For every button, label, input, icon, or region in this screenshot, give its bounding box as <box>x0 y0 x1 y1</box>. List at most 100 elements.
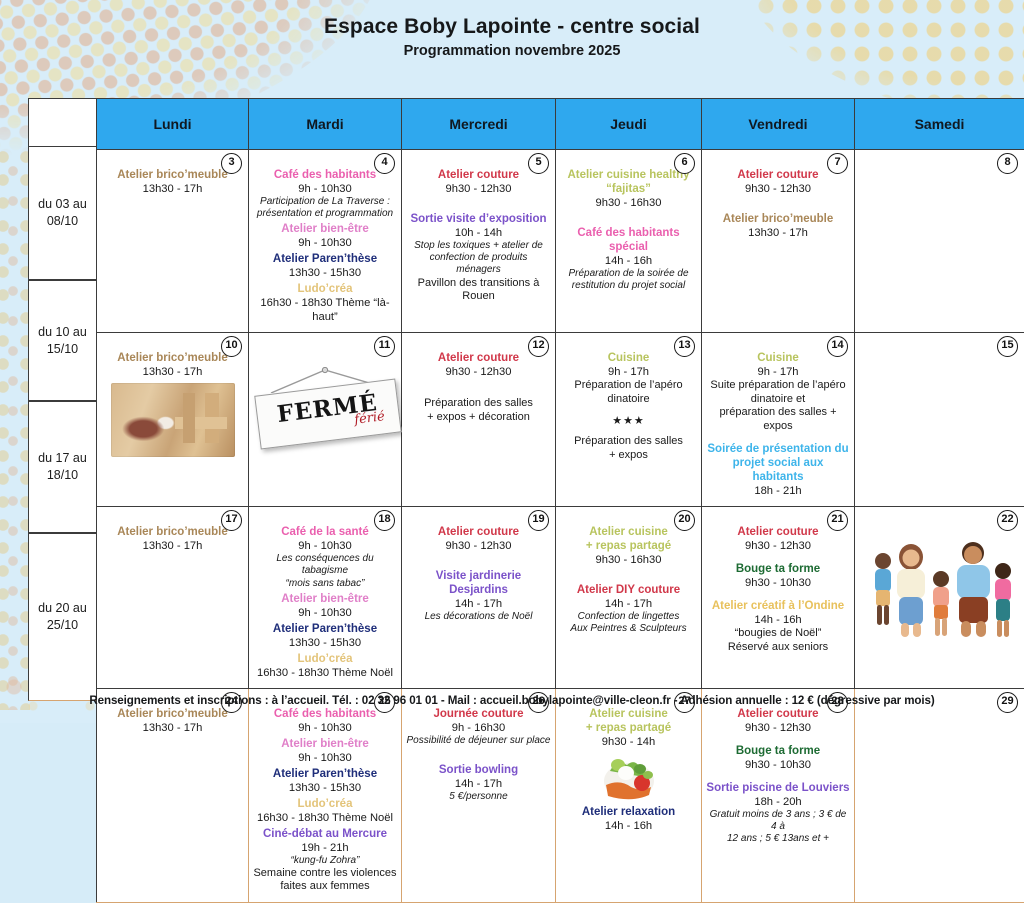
calendar-day-cell-15[interactable]: 15 <box>855 333 1024 507</box>
event-description: Préparation des salles+ expos + décorati… <box>406 397 551 424</box>
vertical-spacer <box>406 749 551 763</box>
vertical-spacer <box>706 774 850 781</box>
event-time: 14h - 16h <box>560 819 697 833</box>
event-note: “bougies de Noël”Réservé aux seniors <box>706 627 850 654</box>
event-title: Atelier créatif à l’Ondine <box>706 599 850 613</box>
event-time: 9h30 - 10h30 <box>706 576 850 590</box>
event-entry[interactable]: Atelier cuisine healthy“fajitas”9h30 - 1… <box>560 168 697 210</box>
calendar-header-samedi: Samedi <box>855 99 1024 150</box>
calendar-header-lundi: Lundi <box>97 99 249 150</box>
event-time: 10h - 14h <box>406 226 551 240</box>
event-time: 9h30 - 14h <box>560 735 697 749</box>
event-time: 9h30 - 10h30 <box>706 758 850 772</box>
page-subtitle: Programmation novembre 2025 <box>0 43 1024 59</box>
event-title: Visite jardinerie Desjardins <box>406 569 551 597</box>
event-time: 9h - 17h <box>706 365 850 379</box>
event-time: 13h30 - 17h <box>101 182 244 196</box>
day-number-badge: 21 <box>827 510 848 531</box>
event-title: Atelier cuisine+ repas partagé <box>560 707 697 735</box>
calendar-header-mercredi: Mercredi <box>402 99 556 150</box>
event-time: 13h30 - 15h30 <box>253 266 397 280</box>
calendar-day-cell-29[interactable]: 29 <box>855 688 1024 902</box>
event-time: 13h30 - 17h <box>706 226 850 240</box>
calendar-day-cell-22[interactable]: 22 <box>855 507 1024 689</box>
calendar-day-cell-8[interactable]: 8 <box>855 150 1024 333</box>
event-note: Participation de La Traverse :présentati… <box>253 196 397 220</box>
day-number-badge: 7 <box>827 153 848 174</box>
day-number-badge: 3 <box>221 153 242 174</box>
event-note: Possibilité de déjeuner sur place <box>406 735 551 747</box>
event-title: Atelier cuisine healthy“fajitas” <box>560 168 697 196</box>
